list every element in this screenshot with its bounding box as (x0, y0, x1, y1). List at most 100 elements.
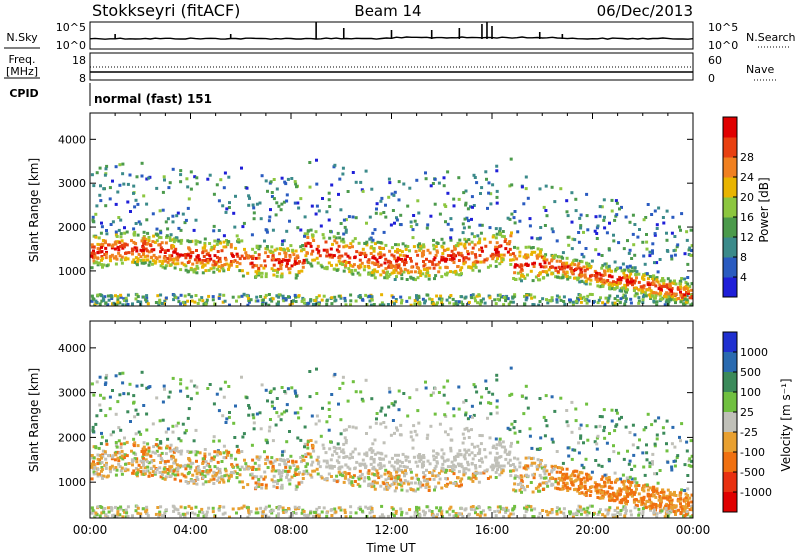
velocity-cell (437, 509, 441, 513)
power-cell (576, 278, 580, 282)
velocity-cell (94, 472, 98, 475)
velocity-cell (234, 457, 238, 461)
velocity-cell (513, 489, 517, 493)
velocity-cell (651, 462, 654, 466)
velocity-cell (142, 459, 146, 463)
power-cell (563, 272, 567, 276)
power-cell (145, 202, 149, 206)
power-cell (357, 241, 361, 245)
velocity-cell (624, 497, 628, 501)
velocity-cell (242, 504, 246, 508)
velocity-cell (659, 490, 663, 494)
velocity-cell (205, 463, 209, 467)
velocity-cell (122, 392, 126, 396)
power-cell (195, 176, 199, 180)
power-cell (648, 286, 652, 290)
power-cell (145, 296, 149, 300)
velocity-cell (399, 507, 403, 511)
velocity-cell (275, 411, 279, 415)
velocity-cell (511, 463, 515, 466)
power-cell (251, 254, 255, 258)
colorbar-swatch (723, 217, 737, 238)
power-cell (596, 278, 599, 282)
velocity-cell (221, 512, 225, 516)
power-cell (304, 244, 308, 248)
power-cell (162, 256, 166, 260)
velocity-cell (297, 505, 301, 509)
velocity-cell (196, 450, 200, 454)
power-cell (457, 273, 461, 277)
velocity-cell (582, 466, 586, 470)
velocity-cell (442, 393, 446, 397)
power-cell (651, 251, 654, 255)
power-cell (203, 241, 207, 245)
power-cell (257, 268, 261, 272)
power-cell (404, 258, 407, 262)
velocity-cell (90, 465, 94, 469)
power-cell (119, 245, 123, 249)
power-cell (310, 264, 314, 268)
power-cell (349, 293, 353, 297)
power-cell (486, 265, 490, 269)
power-cell (288, 271, 292, 275)
power-cell (629, 280, 632, 284)
velocity-cell (684, 492, 688, 496)
power-cell (395, 218, 399, 222)
velocity-cell (217, 508, 221, 512)
velocity-cell (245, 506, 249, 510)
power-cell (306, 236, 310, 239)
power-cell (209, 267, 213, 271)
velocity-cell (451, 509, 455, 513)
power-cell (240, 294, 244, 298)
power-cell (325, 303, 329, 306)
velocity-cell (207, 506, 211, 510)
power-cell (264, 251, 268, 255)
date-title: 06/Dec/2013 (597, 2, 693, 20)
power-cell (690, 282, 693, 286)
power-cell (625, 265, 629, 269)
velocity-cell (665, 502, 669, 506)
power-cell (390, 192, 394, 196)
velocity-cell (353, 466, 357, 470)
power-cell (432, 243, 436, 247)
velocity-cell (571, 448, 575, 452)
power-cell (511, 252, 515, 256)
power-cell (662, 284, 665, 288)
power-cell (192, 270, 196, 274)
velocity-cell (179, 505, 183, 509)
velocity-cell (342, 480, 346, 484)
power-cell (244, 251, 248, 255)
velocity-cell (426, 433, 430, 437)
velocity-cell (290, 475, 294, 479)
power-cell (537, 303, 541, 306)
power-cell (389, 266, 393, 269)
power-cell (225, 239, 228, 242)
power-cell (542, 205, 546, 209)
power-cell (92, 234, 96, 238)
power-cell (243, 256, 246, 260)
power-cell (100, 221, 103, 225)
velocity-cell (559, 510, 563, 514)
power-cell (172, 298, 176, 302)
power-cell (390, 300, 394, 304)
velocity-cell (501, 469, 505, 473)
power-cell (354, 299, 358, 303)
velocity-cell (383, 472, 387, 476)
velocity-cell (687, 503, 690, 507)
power-cell (595, 271, 598, 275)
power-cell (464, 240, 468, 244)
power-cell (610, 281, 614, 285)
power-cell (518, 250, 522, 254)
velocity-cell (255, 412, 259, 416)
velocity-cell (224, 421, 228, 424)
power-cell (166, 217, 170, 221)
power-cell (688, 285, 692, 289)
velocity-cell (146, 514, 150, 518)
power-cell (330, 302, 334, 306)
power-cell (327, 261, 331, 265)
power-cell (651, 294, 655, 298)
velocity-cell (552, 467, 556, 470)
velocity-cell (599, 508, 602, 512)
power-cell (365, 221, 368, 225)
y-tick-label: 4000 (58, 133, 86, 146)
